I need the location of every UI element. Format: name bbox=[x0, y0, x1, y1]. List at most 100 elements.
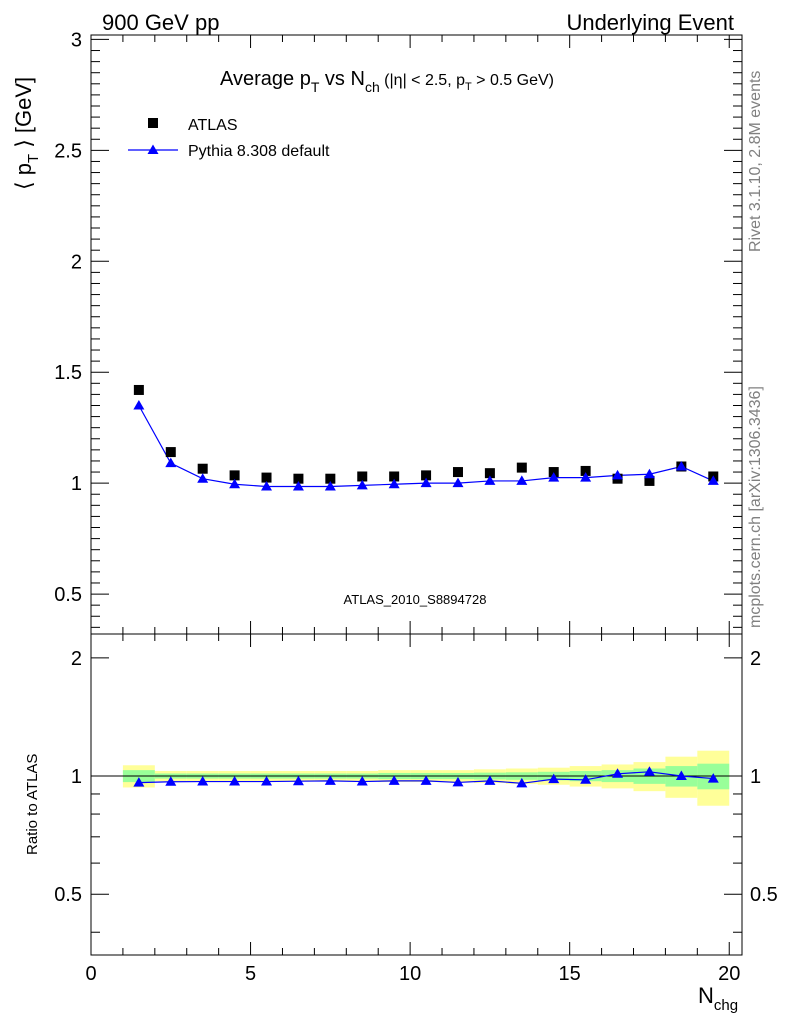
ratio-pythia-point bbox=[452, 776, 464, 787]
ratio-pythia-point bbox=[420, 775, 432, 785]
ratio-pythia-point bbox=[165, 776, 177, 786]
atlas-point bbox=[325, 473, 336, 484]
pythia-point bbox=[612, 469, 624, 480]
atlas-point bbox=[165, 447, 176, 458]
ratio-frame bbox=[90, 633, 743, 956]
atlas-point bbox=[644, 475, 655, 486]
y-tick-label: 1.5 bbox=[54, 362, 82, 384]
atlas-point bbox=[197, 463, 208, 474]
mcplots-reference-label: mcplots.cern.ch [arXiv:1306.3436] bbox=[747, 386, 764, 628]
ylabel-post: ⟩ [GeV] bbox=[11, 77, 36, 154]
pythia-point bbox=[484, 475, 496, 485]
pythia-point bbox=[420, 477, 432, 488]
y-tick-label: 2.5 bbox=[54, 140, 82, 162]
rivet-version-label: Rivet 3.1.10, 2.8M events bbox=[747, 71, 764, 252]
pythia-point bbox=[548, 472, 560, 482]
legend-pythia-label: Pythia 8.308 default bbox=[188, 143, 330, 160]
atlas-point bbox=[389, 471, 400, 482]
pythia-point bbox=[516, 475, 528, 485]
title-mid: vs N bbox=[319, 68, 365, 90]
y-tick-label: 0.5 bbox=[54, 584, 82, 606]
ratio-y-tick-label-right: 0.5 bbox=[750, 884, 778, 906]
ratio-pythia-point bbox=[484, 775, 496, 785]
ratio-pythia-point bbox=[388, 775, 400, 785]
ratio-y-tick-label-left: 2 bbox=[71, 648, 82, 670]
ratio-y-tick-label-right: 1 bbox=[750, 766, 761, 788]
pythia-point bbox=[133, 399, 145, 410]
legend-atlas-label: ATLAS bbox=[188, 117, 238, 134]
atlas-point bbox=[357, 471, 368, 482]
ratio-y-tick-label-left: 0.5 bbox=[54, 884, 82, 906]
x-tick-label: 0 bbox=[85, 963, 96, 985]
atlas-point bbox=[133, 384, 144, 395]
ratio-pythia-point bbox=[324, 775, 336, 785]
header-energy-label: 900 GeV pp bbox=[102, 10, 219, 35]
atlas-point bbox=[548, 467, 559, 478]
ratio-plot-panel: 0 5 10 15 20 0.5 0.5 1 1 2 2 Ratio to ATLAS Nchg bbox=[24, 633, 778, 1014]
legend-atlas-marker bbox=[148, 118, 158, 128]
main-tick-labels: 0.5 1 1.5 2 2.5 3 bbox=[54, 29, 82, 606]
ratio-pythia-point bbox=[548, 773, 560, 784]
ratio-y-tick-label-right: 2 bbox=[750, 648, 761, 670]
legend-pythia-marker bbox=[147, 144, 159, 154]
y-tick-label: 3 bbox=[71, 29, 82, 51]
pythia-point bbox=[452, 477, 464, 488]
x-tick-label: 20 bbox=[718, 963, 740, 985]
ratio-ticks bbox=[90, 634, 742, 955]
pythia-point bbox=[324, 480, 336, 491]
xlabel-sub: chg bbox=[714, 997, 738, 1014]
ratio-y-tick-label-left: 1 bbox=[71, 766, 82, 788]
pythia-point bbox=[388, 478, 400, 489]
pythia-point bbox=[229, 478, 241, 489]
atlas-point bbox=[484, 468, 495, 479]
ratio-pythia-point bbox=[516, 777, 528, 788]
pythia-point bbox=[356, 479, 368, 490]
main-ticks bbox=[90, 35, 742, 634]
main-series bbox=[133, 384, 719, 491]
pythia-point bbox=[707, 475, 719, 485]
legend: ATLAS Pythia 8.308 default bbox=[128, 117, 330, 160]
ratio-pythia-point bbox=[197, 776, 209, 786]
ylabel-sub: T bbox=[25, 154, 42, 163]
title-main: Average p bbox=[220, 68, 311, 90]
pythia-point bbox=[580, 472, 592, 482]
ratio-pythia-point bbox=[356, 776, 368, 786]
ratio-ylabel: Ratio to ATLAS bbox=[24, 754, 41, 855]
ratio-xlabel: Nchg bbox=[698, 983, 738, 1014]
ylabel-pre: ⟨ p bbox=[11, 163, 36, 190]
ratio-pythia-point bbox=[612, 768, 624, 778]
pythia-point bbox=[675, 461, 687, 471]
atlas-point bbox=[452, 467, 463, 478]
y-tick-label: 2 bbox=[71, 251, 82, 273]
x-tick-label: 15 bbox=[559, 963, 581, 985]
atlas-point bbox=[516, 462, 527, 473]
pythia-point bbox=[292, 480, 304, 491]
atlas-point bbox=[229, 470, 240, 481]
x-tick-label: 10 bbox=[399, 963, 421, 985]
atlas-point bbox=[261, 472, 272, 483]
ratio-pythia-point bbox=[261, 776, 273, 786]
title-cuts-2: > 0.5 GeV) bbox=[472, 72, 554, 89]
main-plot-panel: 0.511.522.53 Average pT vs Nch (|η| < 2.… bbox=[11, 29, 743, 635]
ratio-pythia-point bbox=[292, 775, 304, 786]
ratio-pythia-point bbox=[643, 766, 655, 776]
xlabel-main: N bbox=[698, 983, 714, 1008]
ratio-tick-labels: 0 5 10 15 20 0.5 0.5 1 1 2 2 bbox=[54, 648, 778, 985]
analysis-watermark: ATLAS_2010_S8894728 bbox=[344, 592, 487, 607]
title-sub-ch: ch bbox=[365, 79, 380, 95]
ratio-pythia-point bbox=[133, 777, 145, 787]
ratio-series bbox=[133, 766, 719, 788]
pythia-point bbox=[643, 468, 655, 479]
title-sub-pt2: T bbox=[465, 81, 472, 93]
header-event-label: Underlying Event bbox=[566, 10, 734, 35]
ratio-pythia-point bbox=[707, 773, 719, 783]
main-ylabel: ⟨ pT ⟩ [GeV] bbox=[11, 77, 42, 190]
title-cuts-1: (|η| < 2.5, p bbox=[380, 72, 465, 89]
ratio-pythia-point bbox=[229, 776, 241, 786]
ratio-pythia-point bbox=[580, 774, 592, 784]
atlas-point bbox=[293, 473, 304, 484]
pythia-point bbox=[197, 473, 209, 483]
title-sub-pt: T bbox=[311, 79, 320, 95]
atlas-point bbox=[421, 470, 432, 481]
